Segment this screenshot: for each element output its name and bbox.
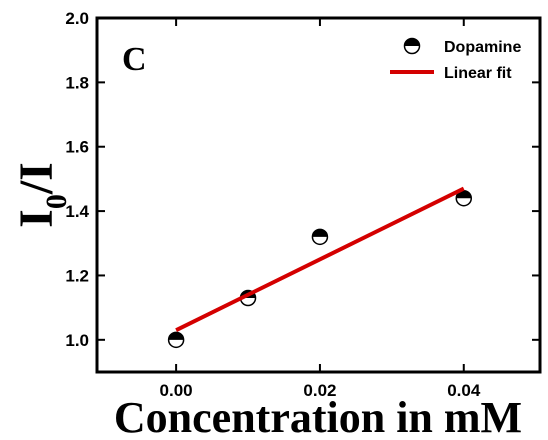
marker [311,228,329,246]
marker [167,331,185,349]
y-label-sub: 0 [40,194,73,209]
x-tick-label: 0.02 [303,381,336,400]
panel-label: C [122,41,147,78]
y-axis-label: I0/I [10,162,73,228]
x-tick-label: 0.00 [160,381,193,400]
marker-top [312,229,328,237]
y-tick-label: 1.4 [65,202,89,221]
plot-frame [95,16,542,374]
y-tick-label: 1.8 [65,73,89,92]
fit-line [175,186,465,332]
y-tick-label: 1.6 [65,138,89,157]
x-axis-label: Concentration in mM [114,393,522,440]
y-label-rest: /I [10,162,63,195]
legend-label: Linear fit [444,65,512,82]
y-tick-label: 1.0 [65,331,89,350]
marker [403,37,421,55]
marker [455,189,473,207]
marker-top [404,38,420,46]
y-label-main: I [10,209,63,228]
x-tick-label: 0.04 [447,381,481,400]
legend-label: Dopamine [444,39,521,56]
y-tick-label: 2.0 [65,9,89,28]
y-tick-label: 1.2 [65,266,89,285]
marker-top [168,332,184,340]
